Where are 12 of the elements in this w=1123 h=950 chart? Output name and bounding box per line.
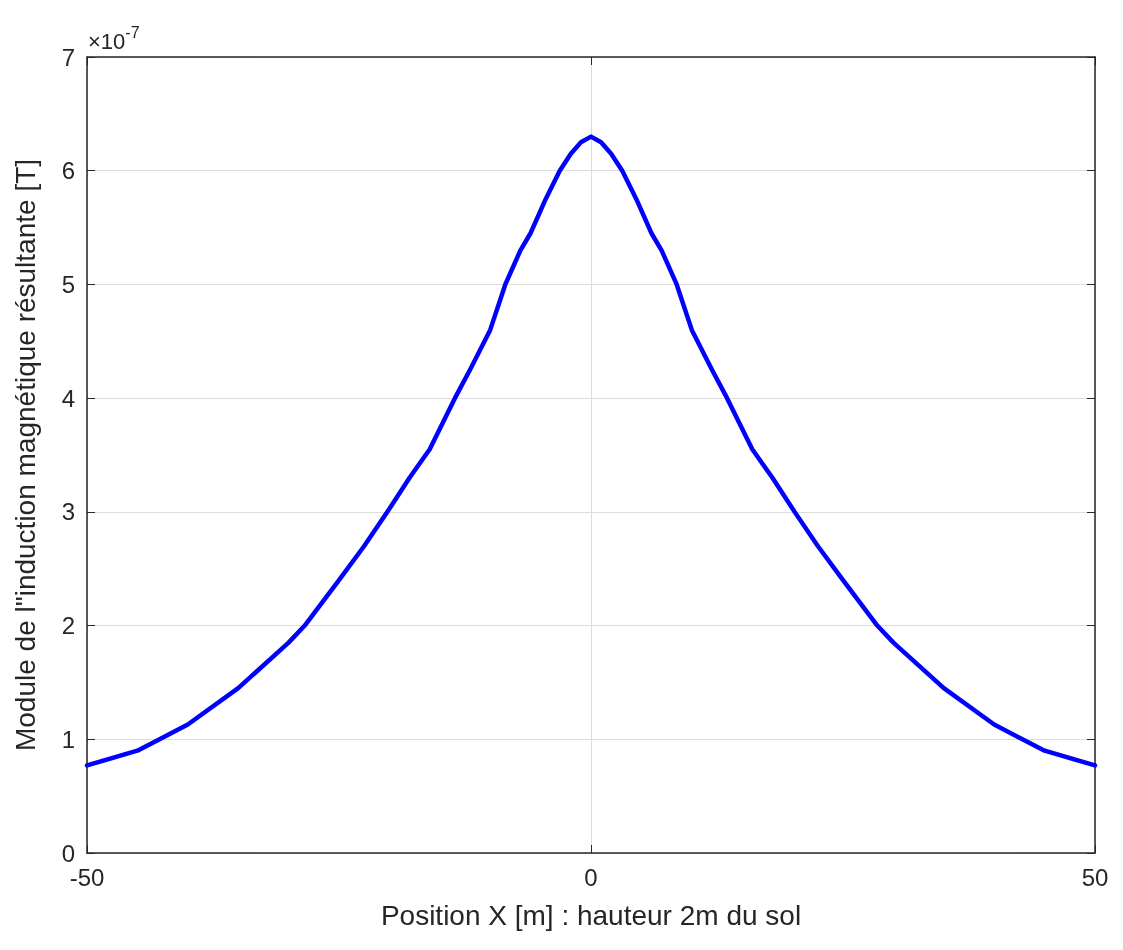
y-tick-label: 4 <box>61 384 75 412</box>
y-tick-label: 2 <box>61 612 75 640</box>
y-tick-label: 3 <box>61 498 75 526</box>
y-tick-label: 6 <box>61 157 75 185</box>
x-tick-label: 50 <box>1081 863 1109 891</box>
y-tick-label: 7 <box>61 43 75 71</box>
x-axis-title: Position X [m] : hauteur 2m du sol <box>380 899 802 931</box>
y-tick-label: 5 <box>61 270 75 298</box>
line-series <box>84 134 1098 768</box>
y-tick-label: 1 <box>61 725 75 753</box>
x-tick-label: 0 <box>584 863 598 891</box>
y-axis-title: Module de l"induction magnétique résultante [T] <box>9 158 41 752</box>
